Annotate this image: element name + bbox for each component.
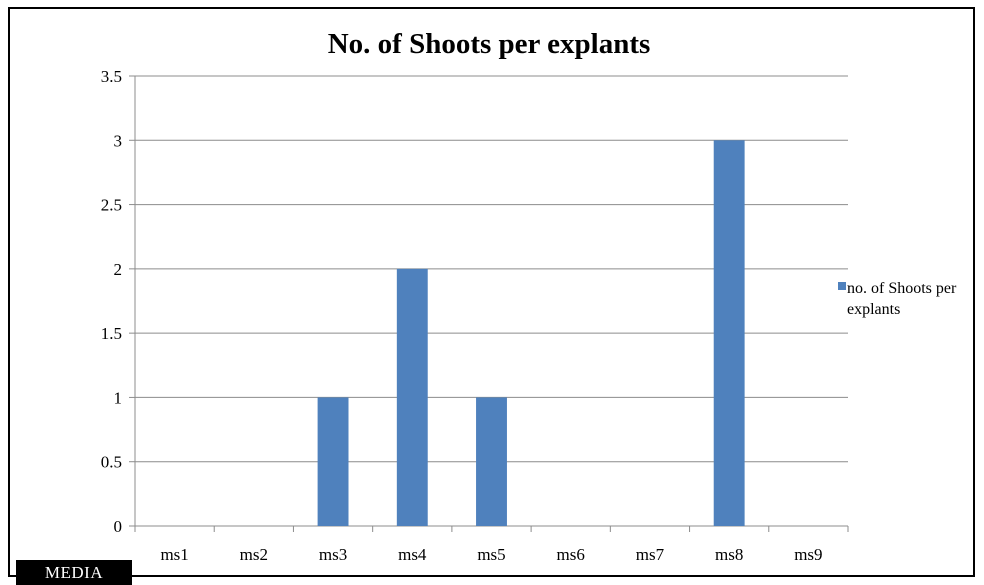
x-tick-label: ms6	[557, 545, 585, 564]
y-tick-label: 0	[114, 517, 123, 536]
y-tick-label: 3.5	[101, 67, 122, 86]
y-tick-labels: 0 0.5 1 1.5 2 2.5 3 3.5	[101, 67, 122, 536]
x-tick-label: ms8	[715, 545, 743, 564]
y-tick-label: 2	[114, 260, 123, 279]
x-tick-label: ms2	[240, 545, 268, 564]
x-tick-label: ms1	[160, 545, 188, 564]
legend: no. of Shoots per explants	[838, 278, 978, 320]
chart-title: No. of Shoots per explants	[327, 28, 651, 60]
y-tick-label: 1.5	[101, 324, 122, 343]
media-badge: MEDIA	[16, 560, 132, 585]
y-tick-label: 1	[114, 388, 123, 407]
y-tick-label: 2.5	[101, 196, 122, 215]
bar-ms3	[317, 397, 349, 526]
legend-swatch	[838, 282, 846, 290]
x-tick-label: ms7	[636, 545, 665, 564]
legend-label: no. of Shoots per explants	[847, 280, 957, 318]
y-tick-label: 0.5	[101, 453, 122, 472]
x-tick-label: ms4	[398, 545, 427, 564]
bar-ms5	[476, 397, 507, 526]
x-tick-label: ms5	[477, 545, 505, 564]
x-tick-labels: ms1 ms2 ms3 ms4 ms5 ms6 ms7 ms8 ms9	[160, 545, 822, 564]
x-tick-label: ms3	[319, 545, 347, 564]
bars	[317, 140, 745, 527]
bar-ms8	[713, 140, 745, 527]
bar-ms4	[396, 268, 428, 526]
x-tick-label: ms9	[794, 545, 822, 564]
y-tick-label: 3	[114, 131, 123, 150]
